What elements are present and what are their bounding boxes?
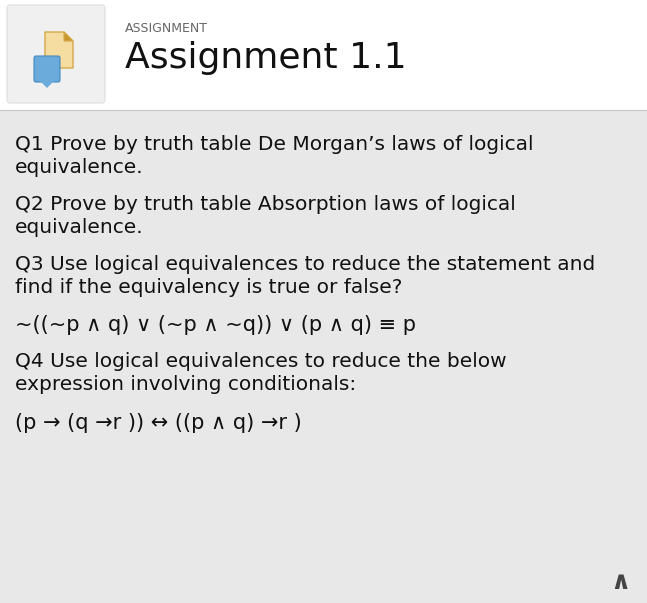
- Polygon shape: [64, 32, 73, 41]
- Polygon shape: [39, 80, 55, 88]
- Text: ASSIGNMENT: ASSIGNMENT: [125, 22, 208, 35]
- FancyBboxPatch shape: [7, 5, 105, 103]
- Text: equivalence.: equivalence.: [15, 218, 144, 237]
- FancyBboxPatch shape: [34, 56, 60, 82]
- Text: Q4 Use logical equivalences to reduce the below: Q4 Use logical equivalences to reduce th…: [15, 352, 507, 371]
- Polygon shape: [45, 32, 73, 68]
- Text: (p → (q →r )) ↔ ((p ∧ q) →r ): (p → (q →r )) ↔ ((p ∧ q) →r ): [15, 413, 302, 433]
- Text: equivalence.: equivalence.: [15, 158, 144, 177]
- Text: Q1 Prove by truth table De Morgan’s laws of logical: Q1 Prove by truth table De Morgan’s laws…: [15, 135, 534, 154]
- Text: expression involving conditionals:: expression involving conditionals:: [15, 375, 356, 394]
- Text: find if the equivalency is true or false?: find if the equivalency is true or false…: [15, 278, 402, 297]
- Text: Q3 Use logical equivalences to reduce the statement and: Q3 Use logical equivalences to reduce th…: [15, 255, 595, 274]
- Text: ∧: ∧: [610, 570, 630, 594]
- Text: ~((~p ∧ q) ∨ (~p ∧ ~q)) ∨ (p ∧ q) ≡ p: ~((~p ∧ q) ∨ (~p ∧ ~q)) ∨ (p ∧ q) ≡ p: [15, 315, 416, 335]
- Text: Assignment 1.1: Assignment 1.1: [125, 41, 406, 75]
- Text: Q2 Prove by truth table Absorption laws of logical: Q2 Prove by truth table Absorption laws …: [15, 195, 516, 214]
- FancyBboxPatch shape: [0, 0, 647, 110]
